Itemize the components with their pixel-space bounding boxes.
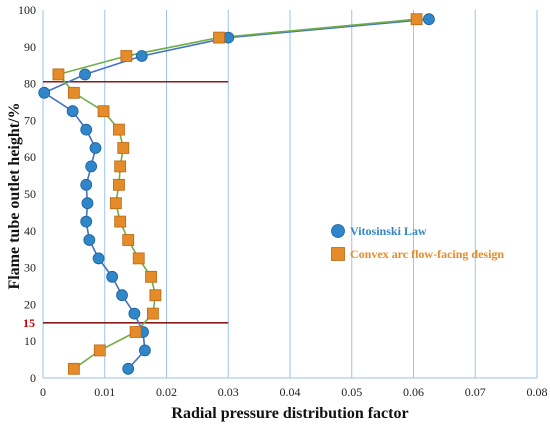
data-point-square <box>145 270 157 283</box>
reference-lines: 15 <box>23 80 229 330</box>
data-point-square <box>410 13 423 26</box>
data-point-square <box>67 362 80 375</box>
data-point-square <box>213 31 225 44</box>
series-line <box>57 18 417 370</box>
y-tick-label: 100 <box>18 3 36 17</box>
data-point-circle <box>89 142 102 154</box>
data-point-square <box>113 178 125 191</box>
data-point-square <box>147 307 159 320</box>
y-axis-title: Flame tube outlet height/% <box>6 102 23 289</box>
y-tick-label: 80 <box>24 77 36 91</box>
y-tick-label: 40 <box>24 224 36 238</box>
y-tick-label: 50 <box>24 187 36 201</box>
data-point-square <box>109 197 122 210</box>
data-point-square <box>117 142 130 154</box>
x-tick-label: 0.06 <box>403 385 424 399</box>
data-point-square <box>129 326 142 338</box>
x-tick-label: 0 <box>40 385 46 399</box>
data-point-square <box>149 289 162 302</box>
data-point-circle <box>80 215 93 228</box>
x-tick-label: 0.07 <box>465 385 486 399</box>
data-point-square <box>120 50 133 62</box>
data-point-square <box>52 68 65 81</box>
data-point-square <box>67 86 80 99</box>
data-point-square <box>93 344 106 357</box>
data-point-circle <box>80 123 93 136</box>
data-point-circle <box>122 362 135 375</box>
data-point-circle <box>106 270 119 283</box>
data-point-circle <box>135 50 148 62</box>
y-tick-label: 60 <box>24 150 36 164</box>
data-point-square <box>114 215 127 228</box>
legend-marker-circle <box>331 224 345 238</box>
data-point-circle <box>80 178 93 191</box>
tick-labels: 0 0.01 0.02 0.03 0.04 0.05 0.06 0.07 0.08 0 10 20 30… <box>18 3 548 399</box>
data-point-circle <box>138 344 151 357</box>
legend-label: Vitosinski Law <box>350 224 427 238</box>
y-tick-label: 20 <box>24 297 36 311</box>
x-tick-label: 0.02 <box>156 385 177 399</box>
data-point-circle <box>79 68 91 81</box>
data-point-square <box>132 252 145 265</box>
series-line <box>42 18 430 370</box>
data-point-square <box>97 105 110 118</box>
x-tick-label: 0.03 <box>218 385 239 399</box>
y-tick-label: 70 <box>24 113 36 127</box>
y-tick-label: 0 <box>30 371 36 385</box>
y-tick-label: 90 <box>24 40 36 54</box>
data-point-circle <box>116 289 128 302</box>
data-point-circle <box>423 13 435 26</box>
y-tick-label: 10 <box>24 334 36 348</box>
series-group <box>38 13 435 375</box>
data-point-circle <box>83 234 96 246</box>
gridlines <box>104 10 538 378</box>
data-point-circle <box>85 160 98 173</box>
data-point-circle <box>81 197 94 210</box>
data-point-circle <box>38 86 51 99</box>
legend-label: Convex arc flow-facing design <box>350 247 504 261</box>
x-axis-title: Radial pressure distribution factor <box>171 405 408 422</box>
data-point-circle <box>66 105 79 118</box>
data-point-square <box>113 123 125 136</box>
data-point-square <box>122 234 135 246</box>
data-point-square <box>114 160 127 173</box>
x-tick-label: 0.04 <box>280 385 301 399</box>
x-tick-label: 0.01 <box>94 385 115 399</box>
data-point-circle <box>128 307 141 320</box>
reference-line-label: 15 <box>23 316 35 330</box>
x-tick-label: 0.05 <box>341 385 362 399</box>
axes <box>42 10 537 379</box>
y-tick-label: 30 <box>24 261 36 275</box>
legend-marker-square <box>331 247 345 261</box>
data-point-circle <box>92 252 105 265</box>
x-tick-label: 0.08 <box>527 385 548 399</box>
legend: Vitosinski Law Convex arc flow-facing des… <box>331 224 504 261</box>
